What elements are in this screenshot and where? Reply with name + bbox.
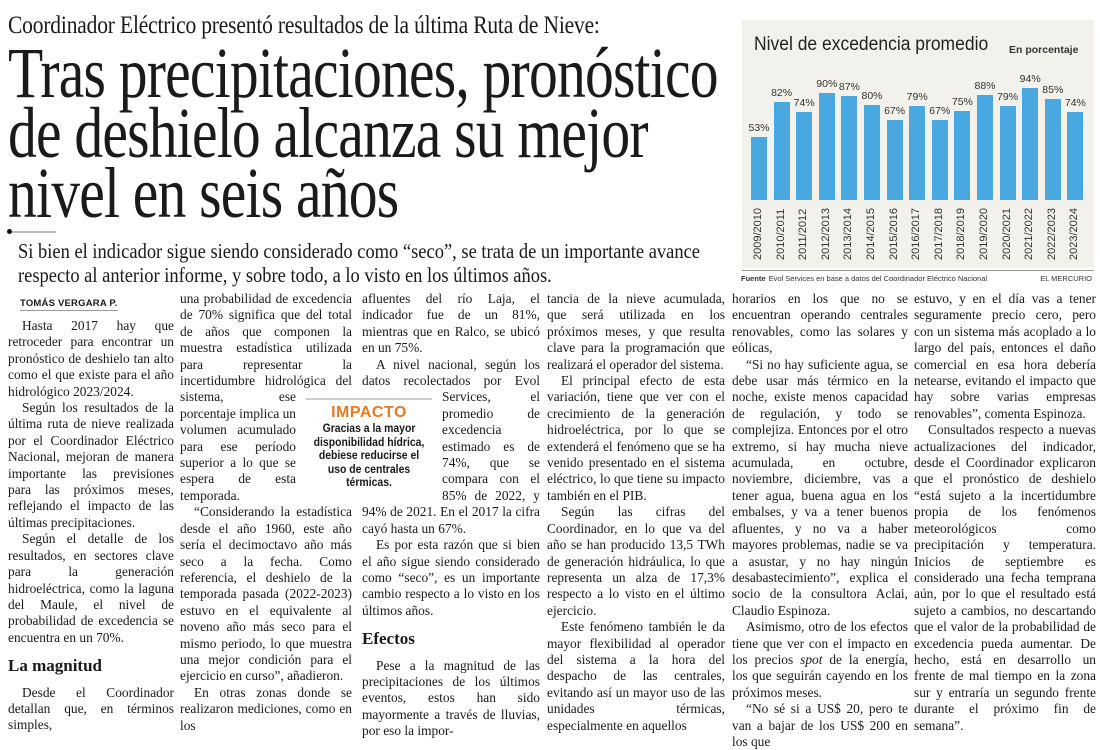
category-label: 2018/2019 [955, 208, 968, 260]
brand-label: EL MERCURIO [1040, 274, 1092, 283]
paragraph: En otras zonas donde se realizaron medic… [180, 684, 352, 733]
paragraph: A nivel nacional, según los datos recole… [362, 356, 540, 536]
impact-callout: IMPACTO Gracias a la mayor disponibilida… [306, 398, 432, 490]
paragraph: “Si no hay suficiente agua, se debe usar… [732, 356, 908, 618]
bar-2018/2019 [954, 110, 971, 200]
paragraph: Según las cifras del Coordinador, en lo … [547, 504, 725, 618]
paragraph: Desde el Coordinador detallan que, en té… [8, 684, 174, 733]
headline-line-1: Tras precipitaciones, pronóstico [8, 33, 719, 113]
byline: TOMÁS VERGARA P. [20, 298, 118, 311]
value-label: 90% [816, 77, 838, 90]
value-label: 74% [793, 96, 815, 109]
callout-body: Gracias a la mayor disponibilidad hídric… [313, 422, 425, 489]
value-label: 75% [951, 95, 973, 108]
column-1: Hasta 2017 hay que retroceder para encon… [8, 318, 174, 734]
kicker: Coordinador Eléctrico presentó resultado… [8, 12, 600, 39]
paragraph: Según el detalle de los resultados, en s… [8, 531, 174, 645]
paragraph: Consultados respecto a nuevas actualizac… [914, 422, 1096, 733]
value-label: 82% [771, 87, 793, 100]
paragraph: Es por esta razón que si bien el año sig… [362, 537, 540, 618]
bar-2015/2016 [886, 120, 903, 200]
bar-2022/2023 [1044, 98, 1061, 200]
category-label: 2016/2017 [910, 208, 923, 260]
bar-2014/2015 [864, 104, 880, 200]
value-label: 79% [997, 90, 1019, 103]
category-label: 2011/2012 [797, 208, 810, 260]
bar-2019/2020 [977, 95, 993, 200]
divider [7, 229, 56, 234]
bar-2016/2017 [909, 105, 926, 200]
category-label: 2020/2021 [1000, 208, 1013, 260]
category-label: 2023/2024 [1068, 208, 1081, 260]
paragraph: afluentes del río Laja, el indicador fue… [362, 291, 540, 356]
bar-2013/2014 [841, 96, 858, 200]
category-label: 2017/2018 [932, 208, 945, 260]
bar-2010/2011 [773, 102, 790, 200]
paragraph: estuvo, y en el día vas a tener segurame… [914, 291, 1096, 421]
paragraph: tancia de la nieve acumulada, que será u… [547, 291, 725, 372]
value-label: 53% [748, 121, 770, 134]
paragraph: Este fenómeno también le da mayor flexib… [547, 619, 725, 733]
value-label: 67% [884, 105, 906, 118]
bar-2009/2010 [751, 136, 767, 200]
category-label: 2021/2022 [1023, 208, 1036, 260]
bar-2023/2024 [1067, 111, 1084, 200]
paragraph: “Considerando la estadística desde el añ… [180, 504, 352, 684]
chart-rule [742, 270, 1094, 271]
subheading: Efectos [362, 629, 415, 649]
category-label: 2015/2016 [887, 208, 900, 260]
column-3: afluentes del río Laja, el indicador fue… [362, 291, 540, 740]
category-label: 2022/2023 [1045, 208, 1058, 260]
category-label: 2010/2011 [774, 208, 787, 260]
bar-2012/2013 [818, 92, 835, 200]
category-label: 2013/2014 [842, 208, 855, 260]
category-label: 2014/2015 [865, 208, 877, 260]
bar-2011/2012 [796, 111, 813, 200]
column-5: horarios en los que no se encuentran ope… [732, 291, 908, 750]
callout-title: IMPACTO [331, 404, 407, 421]
bar-2017/2018 [931, 120, 948, 200]
paragraph: Pese a la magnitud de las precipitacione… [362, 657, 540, 739]
column-4: tancia de la nieve acumulada, que será u… [547, 291, 725, 734]
subheading: La magnitud [8, 656, 102, 676]
category-label: 2019/2020 [978, 208, 990, 260]
column-2: una probabilidad de excedencia de 70% si… [180, 291, 352, 734]
value-label: 74% [1064, 96, 1086, 109]
paragraph: “No sé si a US$ 20, pero te van a bajar … [732, 701, 908, 749]
chart-source: Fuente Evol Services en base a datos del … [741, 274, 988, 283]
bar-2021/2022 [1022, 88, 1039, 200]
paragraph: Asimismo, otro de los efectos tiene que … [732, 619, 908, 700]
paragraph: Hasta 2017 hay que retroceder para encon… [8, 318, 174, 399]
column-6: estuvo, y en el día vas a tener segurame… [914, 291, 1096, 734]
value-label: 87% [838, 81, 860, 94]
callout-rule [306, 398, 432, 400]
headline-line-2: de deshielo alcanza su mejor [8, 93, 649, 173]
value-label: 88% [974, 80, 996, 93]
paragraph: horarios en los que no se encuentran ope… [732, 291, 908, 356]
chart-title: Nivel de excedencia promedio [754, 34, 989, 55]
paragraph: una probabilidad de excedencia de 70% si… [180, 291, 352, 503]
category-label: 2012/2013 [819, 208, 832, 260]
paragraph: El principal efecto de esta variación, t… [547, 373, 725, 503]
headline-line-3: nivel en seis años [8, 153, 399, 233]
value-label: 67% [929, 105, 951, 118]
value-label: 94% [1019, 73, 1041, 86]
lede: Si bien el indicador sigue siendo consid… [18, 239, 700, 287]
value-label: 79% [906, 90, 928, 103]
category-label: 2009/2010 [752, 208, 764, 260]
paragraph: Según los resultados de la última ruta d… [8, 400, 174, 530]
value-label: 80% [861, 89, 883, 102]
bar-2020/2021 [999, 105, 1016, 200]
chart-subtitle: En porcentaje [1009, 44, 1079, 56]
value-label: 85% [1042, 83, 1064, 96]
